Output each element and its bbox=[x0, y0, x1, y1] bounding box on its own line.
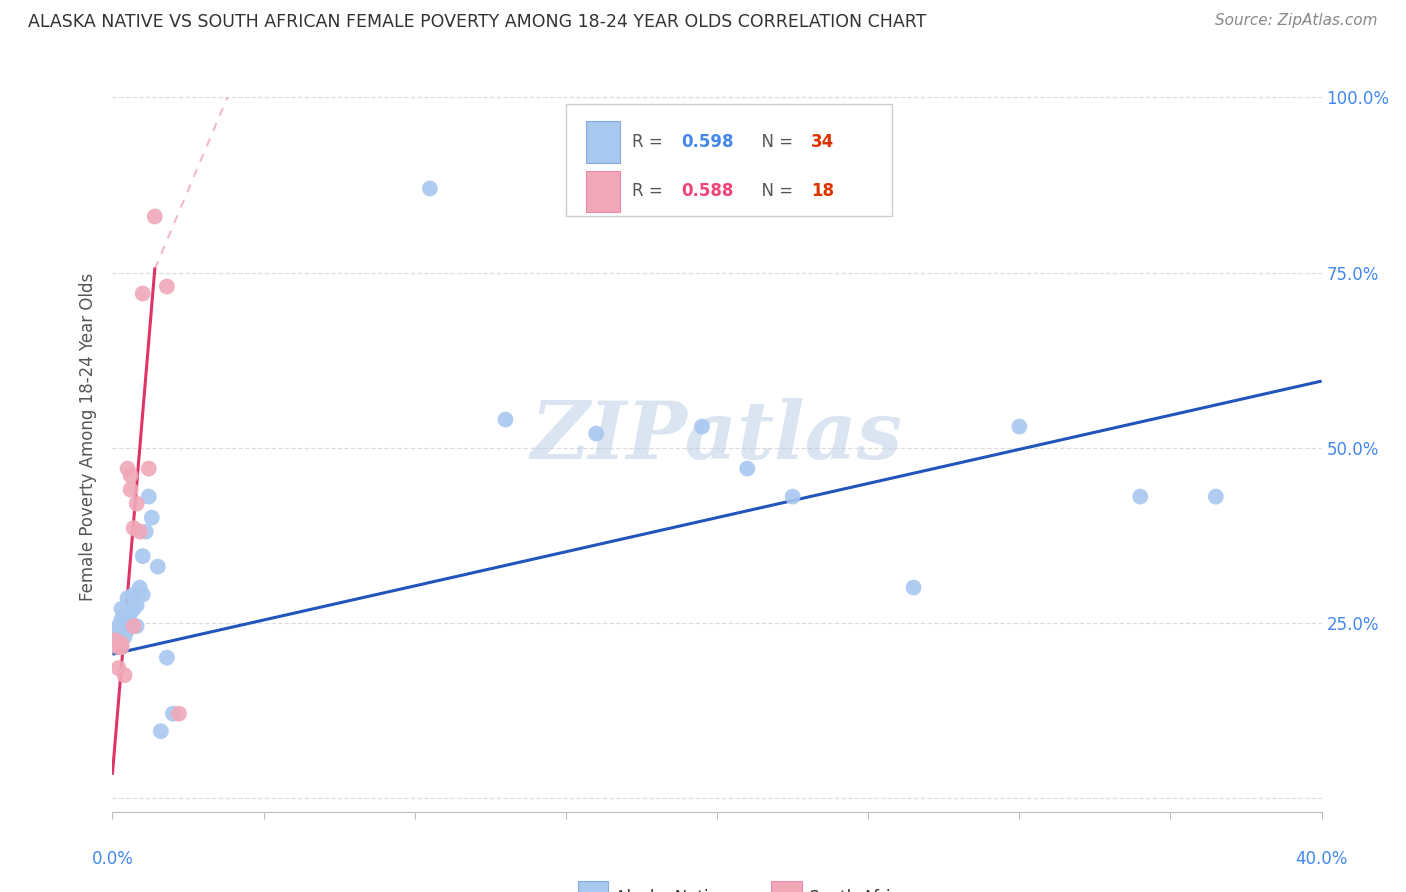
Point bbox=[117, 591, 139, 606]
Point bbox=[107, 661, 129, 675]
Text: 0.588: 0.588 bbox=[681, 182, 733, 201]
Point bbox=[104, 633, 127, 648]
Text: R =: R = bbox=[633, 133, 668, 151]
Point bbox=[167, 706, 190, 721]
Point bbox=[122, 619, 145, 633]
Point bbox=[585, 426, 607, 441]
Point bbox=[156, 650, 179, 665]
Point bbox=[125, 598, 148, 612]
Point bbox=[122, 601, 145, 615]
FancyBboxPatch shape bbox=[586, 170, 620, 212]
Point bbox=[143, 210, 166, 224]
Text: 0.0%: 0.0% bbox=[91, 850, 134, 868]
Text: 40.0%: 40.0% bbox=[1295, 850, 1348, 868]
FancyBboxPatch shape bbox=[565, 103, 893, 216]
Point bbox=[128, 581, 150, 595]
Point bbox=[122, 588, 145, 602]
Point bbox=[132, 549, 155, 563]
Point bbox=[419, 181, 441, 195]
Point bbox=[138, 490, 160, 504]
Text: 0.598: 0.598 bbox=[681, 133, 734, 151]
FancyBboxPatch shape bbox=[772, 881, 801, 892]
Text: 34: 34 bbox=[811, 133, 835, 151]
Text: Alaska Natives: Alaska Natives bbox=[616, 889, 738, 892]
Point bbox=[132, 588, 155, 602]
Point bbox=[114, 668, 136, 682]
Point bbox=[125, 497, 148, 511]
Point bbox=[122, 521, 145, 535]
Point bbox=[117, 623, 139, 637]
Point bbox=[104, 626, 127, 640]
Point bbox=[737, 461, 759, 475]
Point bbox=[120, 615, 142, 630]
Point bbox=[132, 286, 155, 301]
Point bbox=[114, 630, 136, 644]
Point bbox=[162, 706, 184, 721]
Text: N =: N = bbox=[751, 133, 799, 151]
Point bbox=[120, 468, 142, 483]
Point bbox=[903, 581, 925, 595]
Point bbox=[125, 619, 148, 633]
Point bbox=[128, 524, 150, 539]
Point bbox=[1129, 490, 1152, 504]
Point bbox=[146, 559, 169, 574]
FancyBboxPatch shape bbox=[578, 881, 609, 892]
Point bbox=[114, 608, 136, 623]
FancyBboxPatch shape bbox=[586, 121, 620, 162]
Point bbox=[107, 640, 129, 655]
Point bbox=[141, 510, 163, 524]
Y-axis label: Female Poverty Among 18-24 Year Olds: Female Poverty Among 18-24 Year Olds bbox=[79, 273, 97, 601]
Point bbox=[495, 412, 517, 426]
Point bbox=[1205, 490, 1227, 504]
Point bbox=[110, 637, 132, 651]
Point bbox=[690, 419, 713, 434]
Text: 18: 18 bbox=[811, 182, 834, 201]
Point bbox=[156, 279, 179, 293]
Point bbox=[110, 640, 132, 655]
Point bbox=[107, 619, 129, 633]
Point bbox=[1008, 419, 1031, 434]
Text: R =: R = bbox=[633, 182, 668, 201]
Text: Source: ZipAtlas.com: Source: ZipAtlas.com bbox=[1215, 13, 1378, 29]
Text: South Africans: South Africans bbox=[808, 889, 929, 892]
Point bbox=[120, 483, 142, 497]
Point bbox=[120, 605, 142, 619]
Point bbox=[135, 524, 157, 539]
Point bbox=[138, 461, 160, 475]
Text: ALASKA NATIVE VS SOUTH AFRICAN FEMALE POVERTY AMONG 18-24 YEAR OLDS CORRELATION : ALASKA NATIVE VS SOUTH AFRICAN FEMALE PO… bbox=[28, 13, 927, 31]
Text: ZIPatlas: ZIPatlas bbox=[531, 399, 903, 475]
Point bbox=[782, 490, 804, 504]
Point bbox=[110, 612, 132, 626]
Point bbox=[110, 601, 132, 615]
Point bbox=[117, 461, 139, 475]
Point bbox=[149, 724, 172, 739]
Text: N =: N = bbox=[751, 182, 799, 201]
